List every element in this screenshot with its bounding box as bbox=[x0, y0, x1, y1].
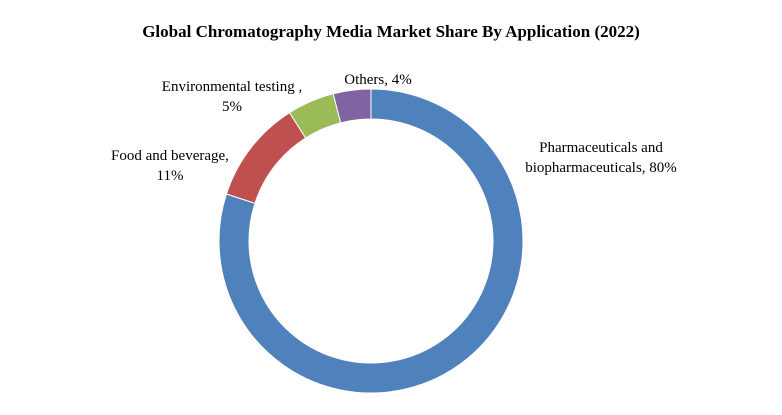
data-label-others: Others, 4% bbox=[344, 72, 412, 88]
data-label-line: biopharmaceuticals, 80% bbox=[525, 160, 677, 176]
data-label-pharmaceuticals-and-biopharmaceuticals: Pharmaceuticals and biopharmaceuticals, 8… bbox=[525, 140, 677, 176]
data-label-line: Pharmaceuticals and bbox=[539, 140, 663, 156]
slice-food-and-beverage bbox=[225, 111, 307, 204]
data-label-line: 11% bbox=[157, 168, 184, 184]
data-label-line: 5% bbox=[222, 99, 242, 115]
chart-title: Global Chromatography Media Market Share… bbox=[142, 22, 640, 41]
labels-group: Pharmaceuticals and biopharmaceuticals, 8… bbox=[111, 72, 677, 184]
slice-others bbox=[332, 88, 372, 124]
slice-pharmaceuticals-and-biopharmaceuticals bbox=[218, 88, 524, 394]
data-label-line: Others, 4% bbox=[344, 72, 412, 88]
data-label-environmental-testing: Environmental testing , 5% bbox=[162, 79, 302, 115]
data-label-line: Environmental testing , bbox=[162, 79, 302, 95]
slices-group bbox=[218, 88, 524, 394]
data-label-food-and-beverage: Food and beverage, 11% bbox=[111, 148, 229, 184]
data-label-line: Food and beverage, bbox=[111, 148, 229, 164]
